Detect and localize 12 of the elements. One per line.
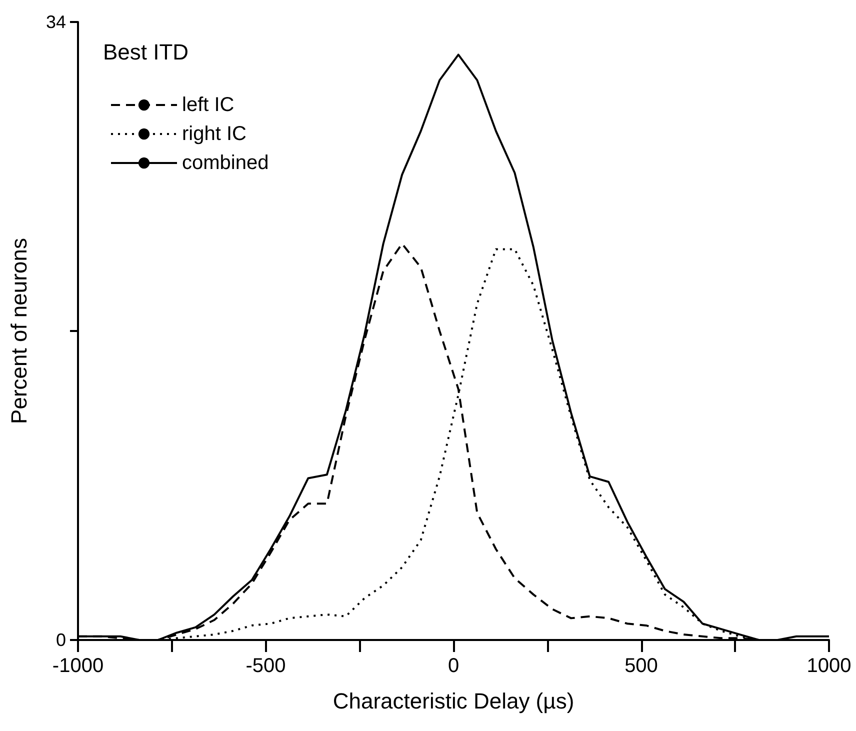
y-axis-title: Percent of neurons bbox=[6, 238, 32, 424]
x-tick-label: 1000 bbox=[806, 655, 852, 677]
text: Best ITD bbox=[103, 40, 189, 64]
x-axis-title: Characteristic Delay (µs) bbox=[332, 688, 574, 714]
legend-label: right IC bbox=[182, 123, 246, 145]
legend-label: left IC bbox=[182, 94, 234, 116]
x-tick-label: -500 bbox=[246, 655, 286, 677]
legend-label: combined bbox=[182, 152, 269, 174]
x-tick-label: 0 bbox=[448, 655, 460, 677]
x-tick-label: -1000 bbox=[52, 655, 104, 677]
y-tick-label: 34 bbox=[46, 12, 66, 32]
x-tick-label: 500 bbox=[624, 655, 658, 677]
